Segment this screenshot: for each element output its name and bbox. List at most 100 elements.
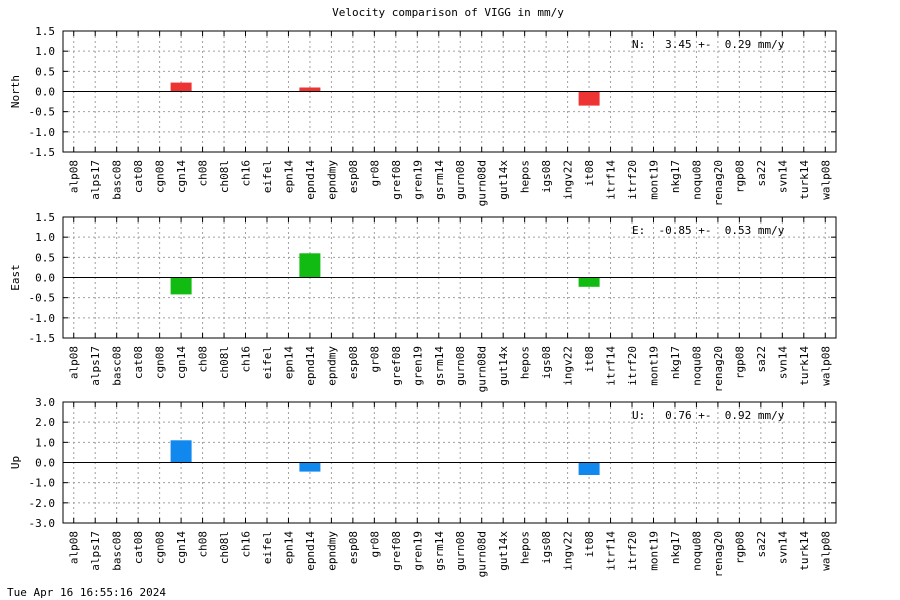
x-tick-label-epnd14: epnd14 [304, 346, 317, 386]
x-tick-label-gren19: gren19 [411, 346, 424, 386]
x-tick-label-gren19: gren19 [411, 160, 424, 200]
x-tick-label-sa22: sa22 [755, 531, 768, 558]
x-tick-label-alps17: alps17 [89, 531, 102, 571]
x-tick-label-epn14: epn14 [282, 160, 295, 193]
x-tick-label-gref08: gref08 [390, 531, 403, 571]
y-tick-label: -1.0 [29, 126, 56, 139]
x-tick-label-gut14x: gut14x [497, 160, 510, 200]
y-tick-label: 0.5 [35, 251, 55, 264]
x-tick-label-cgn08: cgn08 [154, 531, 167, 564]
x-tick-label-eifel: eifel [261, 531, 274, 564]
velocity-annotation: U: 0.76 +- 0.92 mm/y [632, 409, 785, 422]
x-tick-label-hepos: hepos [519, 160, 532, 193]
y-axis-label: Up [9, 456, 22, 469]
y-tick-label: 0.0 [35, 457, 55, 470]
bar-cgn14 [170, 82, 192, 92]
x-tick-label-turk14: turk14 [798, 346, 811, 386]
x-tick-label-alp08: alp08 [68, 346, 81, 379]
x-tick-label-turk14: turk14 [798, 531, 811, 571]
x-tick-label-it08: it08 [583, 160, 596, 187]
x-tick-label-gren19: gren19 [411, 531, 424, 571]
x-tick-label-hepos: hepos [519, 346, 532, 379]
x-tick-label-it08: it08 [583, 531, 596, 558]
y-tick-label: 1.5 [35, 25, 55, 38]
y-tick-label: -3.0 [29, 517, 56, 530]
x-tick-label-epndmy: epndmy [325, 346, 338, 386]
x-tick-label-cgn14: cgn14 [175, 346, 188, 379]
x-tick-label-epndmy: epndmy [325, 160, 338, 200]
bar-epnd14 [299, 87, 321, 92]
x-tick-label-itrf20: itrf20 [626, 160, 639, 200]
x-tick-label-svn14: svn14 [776, 346, 789, 379]
x-tick-label-gurn08: gurn08 [454, 346, 467, 386]
y-tick-label: -0.5 [29, 292, 56, 305]
x-tick-label-itrf20: itrf20 [626, 531, 639, 571]
y-axis-label: North [9, 75, 22, 108]
y-tick-label: -1.5 [29, 332, 56, 345]
x-tick-label-epndmy: epndmy [325, 531, 338, 571]
x-tick-label-basc08: basc08 [111, 531, 124, 571]
velocity-annotation: N: 3.45 +- 0.29 mm/y [632, 38, 785, 51]
x-tick-label-epn14: epn14 [282, 531, 295, 564]
x-tick-label-itrf14: itrf14 [605, 160, 618, 200]
x-tick-label-sa22: sa22 [755, 346, 768, 373]
x-tick-label-walp08: walp08 [819, 160, 832, 200]
x-tick-label-gsrm14: gsrm14 [433, 346, 446, 386]
x-tick-label-svn14: svn14 [776, 160, 789, 193]
x-tick-label-itrf14: itrf14 [605, 346, 618, 386]
y-tick-label: -1.0 [29, 477, 56, 490]
y-tick-label: -2.0 [29, 497, 56, 510]
x-tick-label-rgp08: rgp08 [733, 346, 746, 379]
x-tick-label-gref08: gref08 [390, 346, 403, 386]
x-tick-label-cgn08: cgn08 [154, 346, 167, 379]
x-tick-label-mont19: mont19 [647, 346, 660, 386]
x-tick-label-basc08: basc08 [111, 346, 124, 386]
x-tick-label-it08: it08 [583, 346, 596, 373]
x-tick-label-epn14: epn14 [282, 346, 295, 379]
y-tick-label: 1.0 [35, 436, 55, 449]
panel-north: 1.5 1.0 0.5 0.0 -0.5 -1.0 -1.5 alp08 alps17 basc0… [9, 25, 837, 206]
bar-epnd14 [299, 253, 321, 278]
y-tick-label: 1.0 [35, 45, 55, 58]
y-tick-label: 0.0 [35, 86, 55, 99]
x-tick-label-ch16: ch16 [240, 160, 253, 187]
x-tick-label-ch08: ch08 [197, 160, 210, 187]
x-tick-label-noqu08: noqu08 [690, 531, 703, 571]
x-tick-label-cgn14: cgn14 [175, 531, 188, 564]
x-tick-label-rgp08: rgp08 [733, 160, 746, 193]
timestamp-footer: Tue Apr 16 16:55:16 2024 [7, 586, 166, 599]
x-tick-label-mont19: mont19 [647, 531, 660, 571]
x-tick-label-nkg17: nkg17 [669, 531, 682, 564]
x-tick-label-gr08: gr08 [368, 346, 381, 373]
x-tick-label-ch08l: ch08l [218, 531, 231, 564]
bar-it08 [578, 462, 600, 475]
x-tick-label-ch08l: ch08l [218, 160, 231, 193]
x-tick-label-itrf14: itrf14 [605, 531, 618, 571]
chart-title: Velocity comparison of VIGG in mm/y [332, 6, 564, 19]
x-tick-label-alp08: alp08 [68, 160, 81, 193]
x-tick-label-sa22: sa22 [755, 160, 768, 187]
x-tick-label-turk14: turk14 [798, 160, 811, 200]
x-tick-label-walp08: walp08 [819, 531, 832, 571]
x-tick-label-gurn08: gurn08 [454, 160, 467, 200]
x-tick-label-alps17: alps17 [89, 346, 102, 386]
x-tick-label-gut14x: gut14x [497, 346, 510, 386]
panel-east: 1.5 1.0 0.5 0.0 -0.5 -1.0 -1.5 alp08 alps17 basc0… [9, 211, 837, 392]
x-tick-label-eifel: eifel [261, 346, 274, 379]
y-tick-label: -0.5 [29, 106, 56, 119]
x-tick-label-basc08: basc08 [111, 160, 124, 200]
y-tick-label: 1.0 [35, 231, 55, 244]
x-tick-label-cgn14: cgn14 [175, 160, 188, 193]
x-tick-label-gurn08d: gurn08d [476, 346, 489, 392]
x-tick-label-eifel: eifel [261, 160, 274, 193]
x-tick-label-ingv22: ingv22 [562, 346, 575, 386]
x-tick-label-gurn08d: gurn08d [476, 160, 489, 206]
x-tick-label-ch16: ch16 [240, 346, 253, 373]
x-tick-label-igs08: igs08 [540, 346, 553, 379]
x-tick-label-noqu08: noqu08 [690, 346, 703, 386]
y-axis-label: East [9, 264, 22, 291]
bar-epnd14 [299, 462, 321, 472]
chart-panels: 1.5 1.0 0.5 0.0 -0.5 -1.0 -1.5 alp08 alps17 basc0… [9, 25, 837, 577]
x-tick-label-walp08: walp08 [819, 346, 832, 386]
